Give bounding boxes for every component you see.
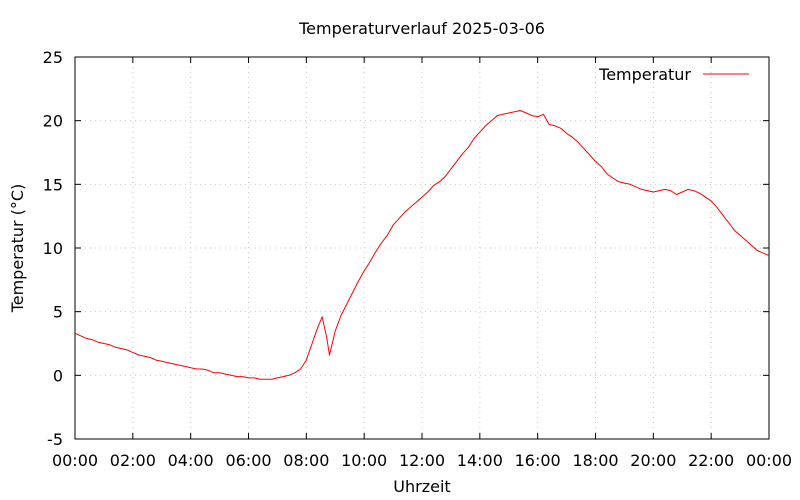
grid: [75, 57, 769, 439]
x-tick-label: 08:00: [283, 451, 329, 470]
temperature-line: [74, 110, 770, 380]
y-tick-label: 0: [53, 366, 63, 385]
y-tick-label: 20: [43, 112, 63, 131]
x-tick-label: 10:00: [341, 451, 387, 470]
x-tick-label: 14:00: [457, 451, 503, 470]
x-tick-label: 00:00: [52, 451, 98, 470]
series-layer: [74, 110, 770, 380]
y-tick-label: 25: [43, 48, 63, 67]
legend: Temperatur: [598, 65, 749, 84]
x-axis-tick-labels: 00:00 02:00 04:00 06:00 08:00 10:00 12:00 14:00…: [52, 451, 792, 470]
x-tick-label: 18:00: [572, 451, 618, 470]
x-tick-label: 02:00: [110, 451, 156, 470]
y-tick-label: -5: [47, 430, 63, 449]
x-tick-label: 12:00: [399, 451, 445, 470]
legend-label: Temperatur: [598, 65, 691, 84]
x-tick-label: 20:00: [630, 451, 676, 470]
y-tick-label: 10: [43, 239, 63, 258]
y-axis-label: Temperatur (°C): [8, 184, 27, 314]
y-axis-tick-labels: -5 0 5 10 15 20 25: [43, 48, 63, 449]
y-tick-label: 15: [43, 175, 63, 194]
x-tick-label: 22:00: [688, 451, 734, 470]
x-tick-label: 00:00: [746, 451, 792, 470]
x-tick-label: 06:00: [225, 451, 271, 470]
axis-ticks: [74, 56, 770, 440]
x-tick-label: 16:00: [515, 451, 561, 470]
x-axis-label: Uhrzeit: [393, 477, 450, 496]
x-tick-label: 04:00: [168, 451, 214, 470]
chart-title: Temperaturverlauf 2025-03-06: [298, 19, 545, 38]
y-tick-label: 5: [53, 303, 63, 322]
